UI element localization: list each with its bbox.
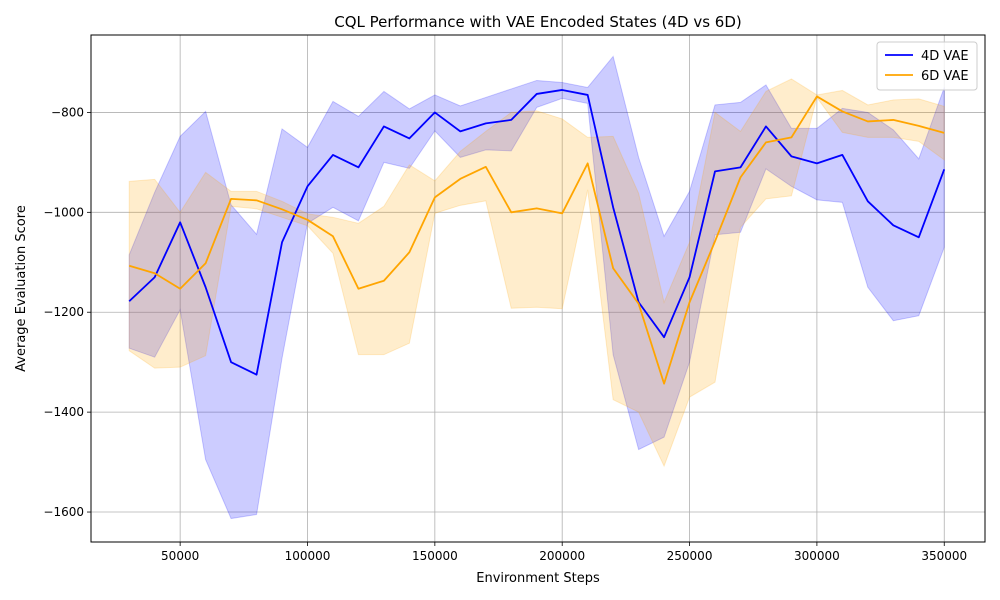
- legend-label-6d: 6D VAE: [921, 69, 969, 84]
- x-tick-label: 250000: [667, 549, 713, 563]
- x-tick-label: 50000: [161, 549, 199, 563]
- series-line-1: [128, 95, 945, 385]
- y-tick-label: −1000: [43, 205, 84, 219]
- x-tick-label: 300000: [794, 549, 840, 563]
- legend-label-4d: 4D VAE: [921, 49, 969, 64]
- legend-box: [876, 41, 978, 91]
- x-tick-label: 100000: [285, 549, 331, 563]
- plot-frame: [90, 34, 986, 543]
- confidence-band-0: [128, 55, 945, 520]
- chart-title: CQL Performance with VAE Encoded States …: [334, 13, 741, 31]
- y-tick-label: −1600: [43, 505, 84, 519]
- x-tick-label: 200000: [539, 549, 585, 563]
- x-tick-label: 350000: [921, 549, 967, 563]
- series-line-0: [128, 89, 946, 376]
- confidence-bands: [128, 55, 945, 520]
- legend: 4D VAE 6D VAE: [876, 41, 978, 91]
- series-lines: [128, 89, 946, 385]
- y-tick-label: −1200: [43, 305, 84, 319]
- y-axis-label: Average Evaluation Score: [14, 205, 29, 372]
- y-axis-ticks: −800 −1000 −1200 −1400 −1600: [43, 105, 91, 519]
- x-tick-label: 150000: [412, 549, 458, 563]
- x-axis-label: Environment Steps: [476, 571, 600, 586]
- confidence-band-1: [128, 78, 945, 468]
- y-tick-label: −800: [51, 105, 84, 119]
- grid: [91, 35, 985, 542]
- y-tick-label: −1400: [43, 405, 84, 419]
- x-axis-ticks: 50000 100000 150000 200000 250000 300000 35000…: [161, 542, 967, 563]
